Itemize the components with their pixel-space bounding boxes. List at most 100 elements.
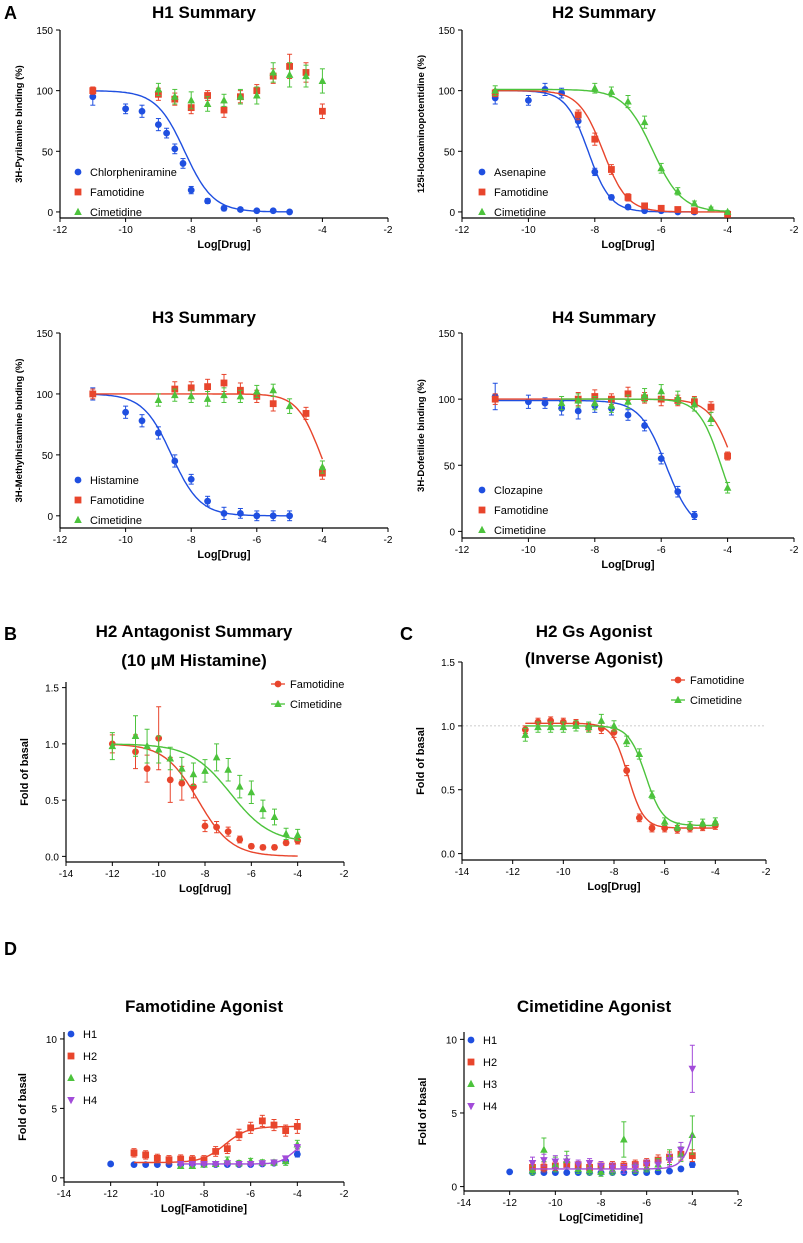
- x-tick-label: -10: [118, 535, 133, 546]
- data-point: [711, 817, 720, 825]
- data-point: [166, 754, 175, 762]
- data-point: [270, 1159, 278, 1167]
- data-point: [282, 829, 290, 837]
- data-point: [624, 193, 632, 201]
- x-tick-label: -6: [660, 867, 669, 878]
- data-point: [688, 1161, 696, 1168]
- x-tick-label: -2: [384, 225, 393, 236]
- x-tick-label: -2: [340, 869, 349, 880]
- data-point: [318, 76, 327, 84]
- legend-label: Famotidine: [90, 495, 144, 507]
- data-point: [213, 823, 220, 831]
- x-tick-label: -8: [610, 867, 619, 878]
- data-point: [220, 390, 228, 399]
- x-axis-label: Log[Famotidine]: [161, 1203, 247, 1215]
- x-tick-label: -6: [247, 869, 256, 880]
- data-point: [286, 512, 293, 520]
- legend-marker: [74, 496, 82, 504]
- data-point: [525, 398, 532, 406]
- legend-item: H2: [67, 1051, 97, 1063]
- data-point: [528, 1166, 537, 1174]
- data-point: [204, 383, 211, 391]
- legend-item: Clozapine: [478, 485, 543, 497]
- y-axis-label: 3H-Dofetilide binding (%): [416, 379, 427, 492]
- data-point: [154, 395, 163, 404]
- legend-item: Famotidine: [478, 505, 548, 517]
- data-point: [674, 393, 682, 401]
- data-point: [623, 767, 631, 774]
- data-point: [563, 1169, 571, 1176]
- legend-marker: [74, 188, 82, 196]
- y-tick-label: 100: [438, 395, 455, 406]
- legend-marker: [67, 1073, 75, 1081]
- data-point: [176, 1160, 185, 1169]
- y-axis-label: Fold of basal: [417, 1078, 429, 1146]
- legend-item: H2: [467, 1057, 497, 1069]
- legend-item: Cimetidine: [478, 207, 546, 219]
- data-point: [491, 86, 499, 94]
- legend-label: H2: [483, 1057, 497, 1069]
- data-point: [89, 93, 97, 101]
- data-point: [635, 749, 644, 757]
- y-tick-label: 100: [438, 87, 455, 98]
- x-tick-label: -12: [53, 225, 68, 236]
- data-point: [319, 107, 326, 115]
- data-point: [269, 512, 277, 520]
- y-tick-label: 5: [451, 1109, 457, 1120]
- data-point: [179, 160, 187, 167]
- data-point: [597, 1162, 605, 1171]
- data-point: [707, 204, 715, 212]
- data-point: [624, 390, 632, 398]
- data-point: [643, 1169, 651, 1176]
- data-point: [534, 722, 542, 731]
- fit-curve: [525, 722, 716, 829]
- legend-item: H4: [467, 1101, 497, 1113]
- data-point: [541, 399, 549, 407]
- data-point: [657, 204, 665, 212]
- legend-label: Famotidine: [690, 675, 744, 687]
- x-tick-label: -12: [53, 535, 68, 546]
- chart-b: H2 Antagonist Summary (10 μM Histamine) -1…: [19, 622, 349, 895]
- data-point: [142, 1151, 150, 1159]
- data-point: [201, 766, 209, 774]
- data-point: [285, 70, 294, 78]
- y-tick-label: 100: [36, 87, 53, 98]
- data-point: [122, 105, 129, 113]
- data-point: [235, 1160, 243, 1169]
- data-point: [270, 1121, 278, 1129]
- x-tick-label: -2: [384, 535, 393, 546]
- legend-label: Chlorpheniramine: [90, 167, 177, 179]
- x-tick-label: -2: [734, 1198, 743, 1209]
- y-tick-label: 0.5: [45, 796, 59, 807]
- x-tick-label: -4: [293, 869, 302, 880]
- data-point: [591, 84, 599, 92]
- data-point: [648, 790, 656, 798]
- data-point: [171, 92, 179, 100]
- data-point: [236, 92, 245, 100]
- x-tick-label: -10: [151, 869, 166, 880]
- y-tick-label: 50: [444, 147, 456, 158]
- data-point: [302, 71, 310, 80]
- data-point: [187, 384, 195, 392]
- series-cimetidine: [154, 62, 327, 112]
- x-tick-label: -4: [318, 535, 327, 546]
- x-tick-label: -14: [59, 869, 74, 880]
- chart-title: H2 Gs Agonist: [536, 622, 653, 641]
- x-tick-label: -12: [455, 225, 470, 236]
- data-point: [540, 1169, 548, 1176]
- series-cimetidine: [108, 715, 302, 842]
- data-point: [660, 817, 669, 825]
- data-point: [657, 386, 665, 395]
- legend-label: Cimetidine: [494, 525, 546, 537]
- data-point: [691, 512, 698, 519]
- data-point: [707, 414, 715, 422]
- x-tick-label: -8: [590, 225, 599, 236]
- data-point: [572, 721, 580, 729]
- legend-label: Cimetidine: [90, 207, 142, 219]
- data-point: [204, 92, 211, 99]
- data-point: [188, 1156, 196, 1164]
- legend-label: Cimetidine: [90, 515, 142, 527]
- y-axis-label: Fold of basal: [19, 738, 31, 806]
- data-point: [200, 1160, 208, 1169]
